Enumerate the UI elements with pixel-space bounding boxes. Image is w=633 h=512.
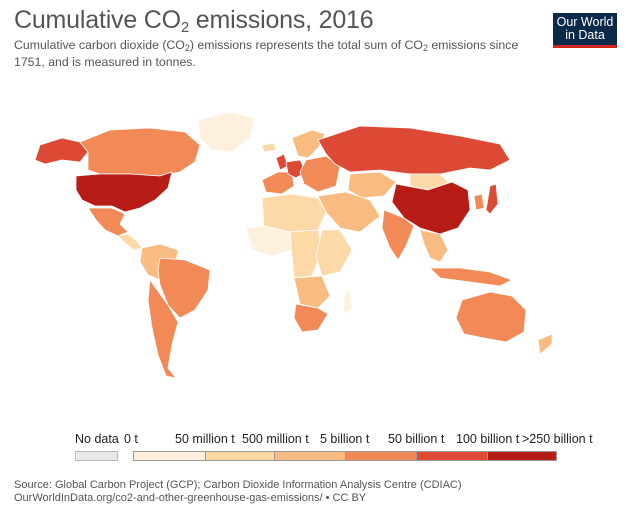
legend-no-data-label: No data — [75, 432, 119, 446]
region-australia[interactable] — [455, 291, 527, 343]
region-new-zealand[interactable] — [537, 333, 553, 355]
region-europe-west[interactable] — [261, 171, 295, 195]
legend-bin-label-1: 50 million t — [175, 432, 235, 446]
region-north-africa[interactable] — [261, 193, 327, 233]
legend-bin-0[interactable] — [133, 451, 205, 461]
logo-line1: Our World — [556, 15, 614, 29]
region-southern-africa[interactable] — [293, 275, 331, 309]
region-madagascar[interactable] — [343, 289, 353, 315]
region-greenland[interactable] — [197, 111, 256, 153]
region-west-africa[interactable] — [245, 225, 293, 257]
source-note: Source: Global Carbon Project (GCP); Car… — [14, 479, 462, 505]
region-iceland[interactable] — [261, 142, 277, 153]
region-usa[interactable] — [75, 171, 173, 213]
region-central-africa[interactable] — [289, 229, 323, 279]
region-eastern-europe[interactable] — [299, 155, 341, 193]
legend-bin-2[interactable] — [274, 451, 345, 461]
region-southeast-asia[interactable] — [419, 229, 449, 263]
owid-logo[interactable]: Our World in Data — [553, 13, 617, 48]
legend-bin-4[interactable] — [416, 451, 487, 461]
legend-bin-label-last: >250 billion t — [522, 432, 593, 446]
region-central-america[interactable] — [117, 233, 143, 251]
region-india[interactable] — [381, 209, 415, 261]
chart-subtitle: Cumulative carbon dioxide (CO2) emission… — [14, 38, 519, 69]
region-central-asia[interactable] — [347, 171, 397, 199]
region-china[interactable] — [391, 181, 471, 235]
legend-bin-5[interactable] — [487, 451, 557, 461]
region-canada[interactable] — [79, 127, 201, 177]
legend-bin-label-3: 5 billion t — [320, 432, 370, 446]
source-line-1: Source: Global Carbon Project (GCP); Car… — [14, 479, 462, 491]
region-alaska[interactable] — [34, 137, 89, 165]
region-russia[interactable] — [317, 125, 511, 175]
region-mexico[interactable] — [87, 207, 129, 237]
legend-no-data-swatch — [75, 451, 118, 461]
legend-bin-3[interactable] — [345, 451, 416, 461]
legend-bin-label-5: 100 billion t — [456, 432, 520, 446]
legend: No data 0 t 50 million t 500 million t 5… — [0, 432, 633, 464]
region-south-africa[interactable] — [293, 303, 329, 333]
legend-bin-label-4: 50 billion t — [388, 432, 445, 446]
region-japan[interactable] — [485, 183, 499, 215]
region-brazil[interactable] — [157, 257, 211, 319]
region-korea[interactable] — [473, 193, 485, 211]
region-middle-east[interactable] — [317, 191, 381, 233]
legend-bin-label-0: 0 t — [124, 432, 138, 446]
logo-line2: in Data — [565, 28, 605, 42]
region-south-america-south[interactable] — [147, 278, 179, 379]
legend-bin-1[interactable] — [205, 451, 274, 461]
source-line-2[interactable]: OurWorldInData.org/co2-and-other-greenho… — [14, 492, 367, 504]
chart-title: Cumulative CO2 emissions, 2016 — [14, 6, 374, 36]
world-map — [34, 111, 553, 379]
region-scandinavia[interactable] — [291, 129, 326, 159]
region-indonesia[interactable] — [429, 267, 514, 287]
region-east-africa[interactable] — [315, 229, 353, 277]
legend-bin-label-2: 500 million t — [242, 432, 309, 446]
